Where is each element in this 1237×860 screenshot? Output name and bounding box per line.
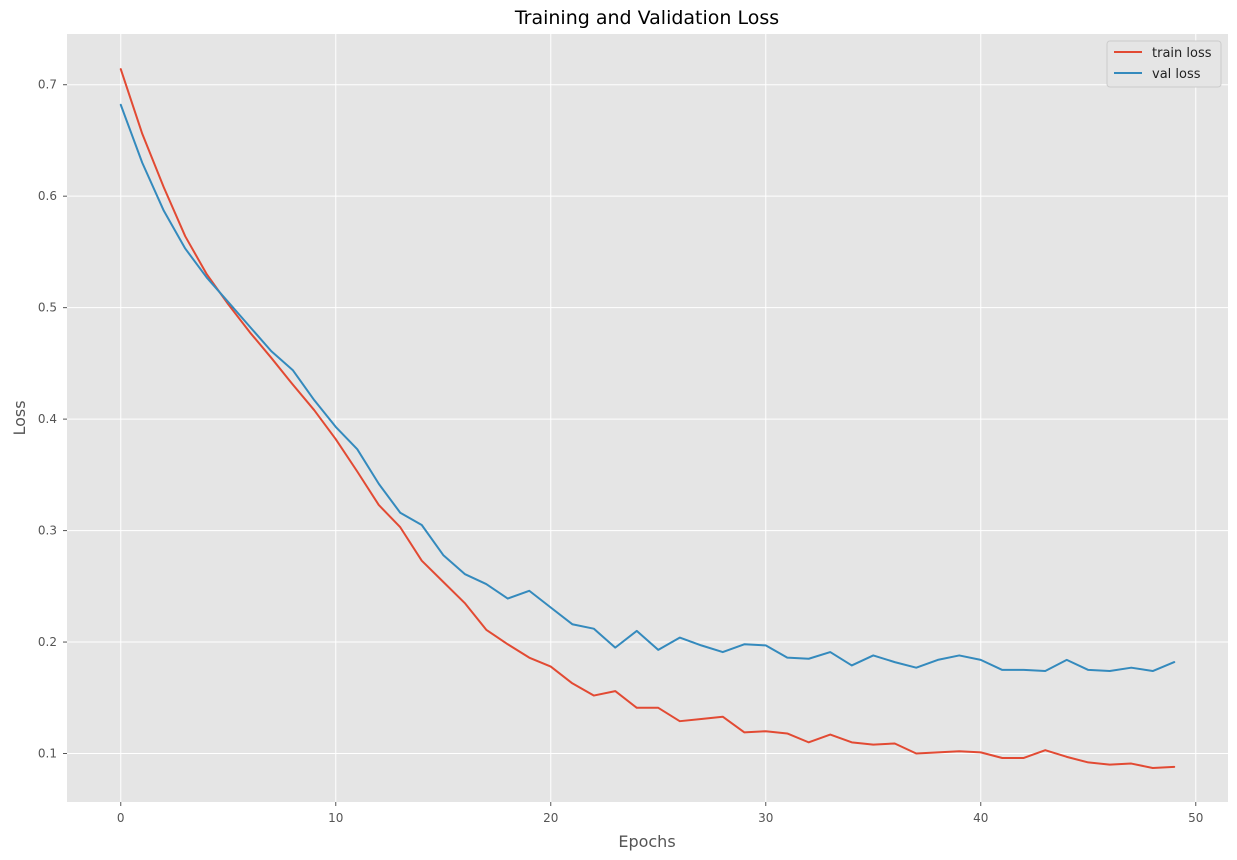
y-tick-label: 0.1 (38, 747, 57, 761)
train-loss-line (119, 68, 1176, 770)
legend-label-val-loss: val loss (1152, 67, 1201, 82)
series-lines (119, 68, 1176, 770)
y-axis-label: Loss (10, 400, 29, 435)
val-loss-line (119, 103, 1176, 673)
legend: train loss val loss (1106, 40, 1222, 88)
y-tick-label: 0.2 (38, 635, 57, 649)
chart-title: Training and Validation Loss (514, 7, 779, 29)
y-tick-label: 0.6 (38, 189, 57, 203)
axis-ticks: 0.1 0.2 0.3 0.4 0.5 0.6 0.7 0 10 20 30 40 50 (38, 78, 1203, 825)
x-tick-label: 20 (543, 811, 558, 825)
plot-background (67, 34, 1228, 802)
y-tick-label: 0.7 (38, 78, 57, 92)
y-tick-label: 0.3 (38, 524, 57, 538)
y-tick-label: 0.5 (38, 301, 57, 315)
x-tick-label: 30 (758, 811, 773, 825)
y-tick-label: 0.4 (38, 412, 57, 426)
x-axis-label: Epochs (618, 832, 675, 851)
x-tick-label: 50 (1188, 811, 1203, 825)
x-tick-label: 0 (117, 811, 125, 825)
x-tick-label: 10 (328, 811, 343, 825)
legend-label-train-loss: train loss (1152, 46, 1212, 61)
grid-lines (67, 34, 1228, 802)
x-tick-label: 40 (973, 811, 988, 825)
